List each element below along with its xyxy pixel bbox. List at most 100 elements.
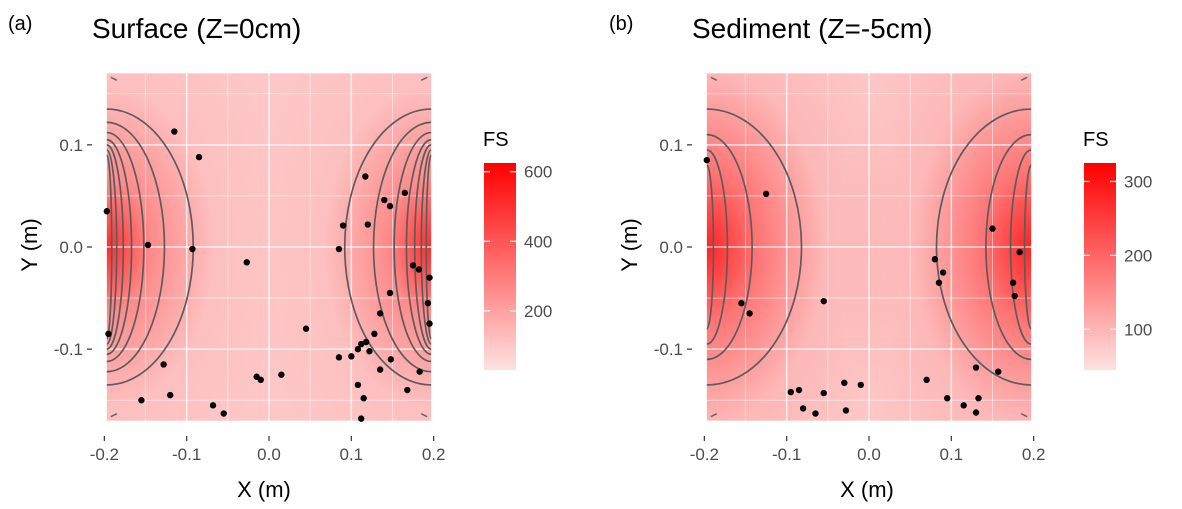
contour-line (393, 131, 432, 363)
panel-a-ylabel: Y (m) (17, 218, 42, 271)
data-point (257, 376, 264, 384)
panel-a-legend: 200 400 600 (484, 163, 552, 370)
data-point (376, 310, 384, 317)
panel-b-xlabel: X (m) (840, 477, 894, 502)
data-point (354, 381, 362, 389)
data-point (220, 410, 227, 417)
data-point (105, 330, 112, 338)
data-point (404, 386, 411, 394)
x-tick-label: -0.2 (690, 445, 719, 464)
data-point (820, 389, 827, 397)
x-tick-label: -0.1 (772, 445, 801, 464)
x-tick-label: -0.2 (90, 445, 119, 464)
contour-line (985, 133, 1032, 361)
colorbar (484, 163, 516, 370)
data-point (381, 196, 388, 204)
data-point (103, 208, 111, 215)
corner-mark (110, 76, 118, 81)
data-point (820, 297, 827, 305)
data-point (362, 338, 370, 346)
data-point (362, 173, 369, 180)
data-point (171, 128, 178, 135)
panel-b-legend-title: FS (1083, 129, 1109, 151)
contour-line (405, 138, 432, 356)
corner-mark (420, 76, 428, 81)
y-tick-label: -0.1 (54, 340, 83, 359)
data-point (386, 202, 394, 210)
panel-b: (b) Sediment (Z=-5cm) -0.2 -0.1 0.0 0.1 0.2-… (609, 13, 1152, 502)
contour-line (343, 108, 432, 386)
panel-a-label: (a) (8, 13, 32, 35)
data-point (841, 379, 848, 387)
data-point (935, 279, 943, 286)
colorbar-tick-label: 300 (1124, 172, 1152, 191)
x-tick-label: 0.1 (340, 445, 364, 464)
data-point (302, 325, 310, 332)
panel-b-contours (706, 108, 1032, 386)
data-point (387, 356, 395, 363)
y-tick-label: 0.1 (59, 136, 83, 155)
data-point (931, 256, 939, 263)
data-point (842, 407, 850, 414)
data-point (167, 391, 174, 399)
data-point (376, 366, 384, 373)
data-point (358, 415, 365, 422)
panel-a: (a) Surface (Z=0cm) -0.2 -0.1 0.0 0.1 0.2-0.… (8, 13, 552, 502)
data-point (424, 299, 432, 307)
corner-mark (1020, 413, 1028, 418)
data-point (1009, 279, 1017, 286)
data-point (348, 353, 355, 360)
data-point (426, 320, 433, 327)
data-point (972, 409, 980, 416)
panel-a-plot: -0.2 -0.1 0.0 0.1 0.2 -0.1 0.0 0.1 (54, 58, 446, 464)
data-point (857, 381, 864, 389)
data-point (923, 376, 930, 384)
data-point (371, 330, 378, 338)
y-tick-label: 0.0 (659, 238, 683, 257)
data-point (195, 153, 203, 161)
data-point (738, 299, 745, 307)
data-point (415, 266, 423, 273)
data-point (972, 364, 980, 371)
panel-b-axes: -0.2 -0.1 0.0 0.1 0.2 -0.1 0.0 0.1 (654, 136, 1046, 464)
data-point (189, 245, 196, 253)
data-point (703, 156, 711, 164)
contour-line (106, 131, 145, 363)
data-point (762, 190, 770, 198)
panel-a-grid (92, 58, 446, 436)
x-tick-label: 0.2 (1022, 445, 1046, 464)
panel-b-ylabel: Y (m) (617, 218, 642, 271)
corner-mark (710, 76, 718, 81)
colorbar-tick-label: 600 (524, 163, 552, 182)
corner-mark (1020, 76, 1028, 81)
data-point (401, 189, 409, 197)
data-point (795, 386, 803, 394)
contour-line (420, 149, 432, 345)
contour-line (1009, 149, 1032, 345)
panel-a-points (103, 128, 433, 422)
contour-line (935, 108, 1032, 386)
colorbar-tick-label: 200 (524, 302, 552, 321)
data-point (416, 368, 423, 375)
contour-line (706, 149, 729, 345)
data-point (799, 405, 807, 412)
panel-b-legend: 100 200 300 (1084, 163, 1152, 370)
data-point (243, 259, 250, 266)
data-point (335, 354, 343, 361)
data-point (787, 388, 794, 396)
data-point (366, 348, 373, 355)
data-point (160, 361, 167, 368)
colorbar-tick-label: 100 (1124, 320, 1152, 339)
panel-a-legend-title: FS (483, 129, 509, 151)
data-point (995, 368, 1002, 375)
panel-b-title: Sediment (Z=-5cm) (692, 13, 932, 44)
contour-line (106, 138, 133, 356)
data-point (989, 225, 996, 232)
data-point (354, 345, 362, 353)
data-point (335, 245, 343, 253)
panel-b-corner-marks (710, 76, 1028, 418)
corner-mark (420, 413, 428, 418)
data-point (746, 310, 753, 317)
